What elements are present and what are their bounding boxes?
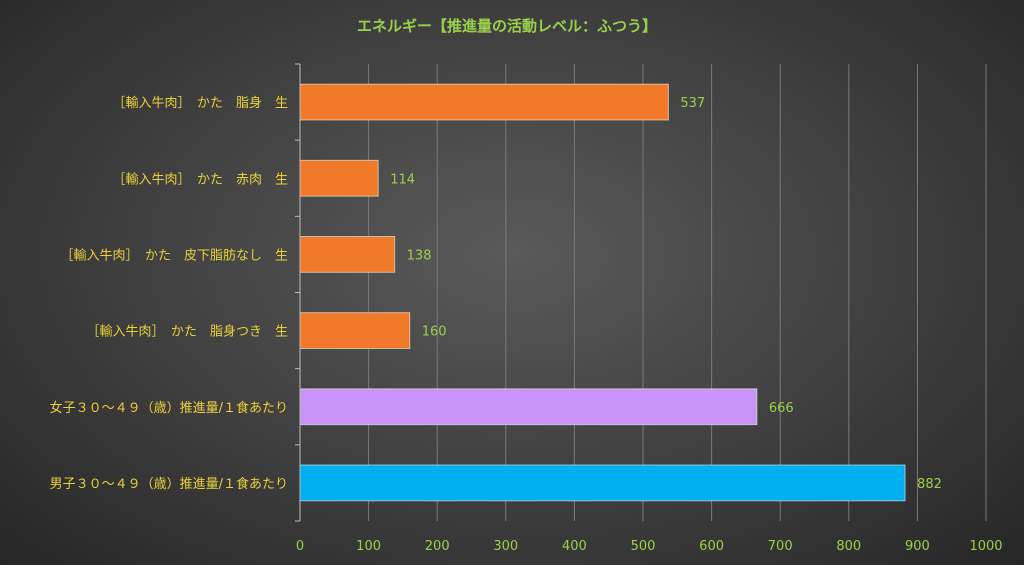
bar	[299, 464, 906, 502]
data-label: 666	[769, 401, 794, 416]
category-label: 男子３０～４９（歳）推進量/１食あたり	[50, 476, 288, 492]
data-label: 114	[390, 172, 415, 187]
data-label: 160	[422, 325, 447, 340]
bar	[299, 159, 379, 197]
bar	[299, 83, 669, 121]
labels: 0 100 200 300 400 500 600 700 800 900 1000 ［輸入牛肉］ か…	[50, 95, 1003, 554]
bar	[299, 236, 396, 273]
bars	[299, 83, 906, 502]
x-tick-label: 200	[425, 539, 450, 554]
x-tick-label: 800	[836, 539, 861, 554]
data-label: 138	[407, 248, 432, 263]
data-label: 537	[680, 96, 705, 111]
category-label: ［輸入牛肉］ かた 赤肉 生	[112, 172, 288, 187]
x-tick-label: 900	[905, 539, 930, 554]
x-tick-label: 100	[356, 539, 381, 554]
gridlines	[295, 63, 987, 522]
category-label: ［輸入牛肉］ かた 脂身 生	[112, 95, 288, 111]
category-label: ［輸入牛肉］ かた 皮下脂肪なし 生	[60, 247, 288, 263]
chart-title: エネルギー【推進量の活動レベル：ふつう】	[357, 17, 657, 35]
x-tick-label: 0	[296, 539, 304, 554]
x-tick-label: 500	[631, 539, 656, 554]
bar	[299, 312, 411, 349]
category-label: 女子３０～４９（歳）推進量/１食あたり	[50, 400, 288, 416]
data-label: 882	[917, 477, 942, 492]
category-label: ［輸入牛肉］ かた 脂身つき 生	[86, 324, 288, 340]
bar	[299, 388, 758, 426]
x-tick-label: 700	[768, 539, 793, 554]
x-tick-label: 400	[562, 539, 587, 554]
x-tick-label: 1000	[969, 539, 1002, 554]
x-tick-label: 300	[493, 539, 518, 554]
x-tick-label: 600	[699, 539, 724, 554]
